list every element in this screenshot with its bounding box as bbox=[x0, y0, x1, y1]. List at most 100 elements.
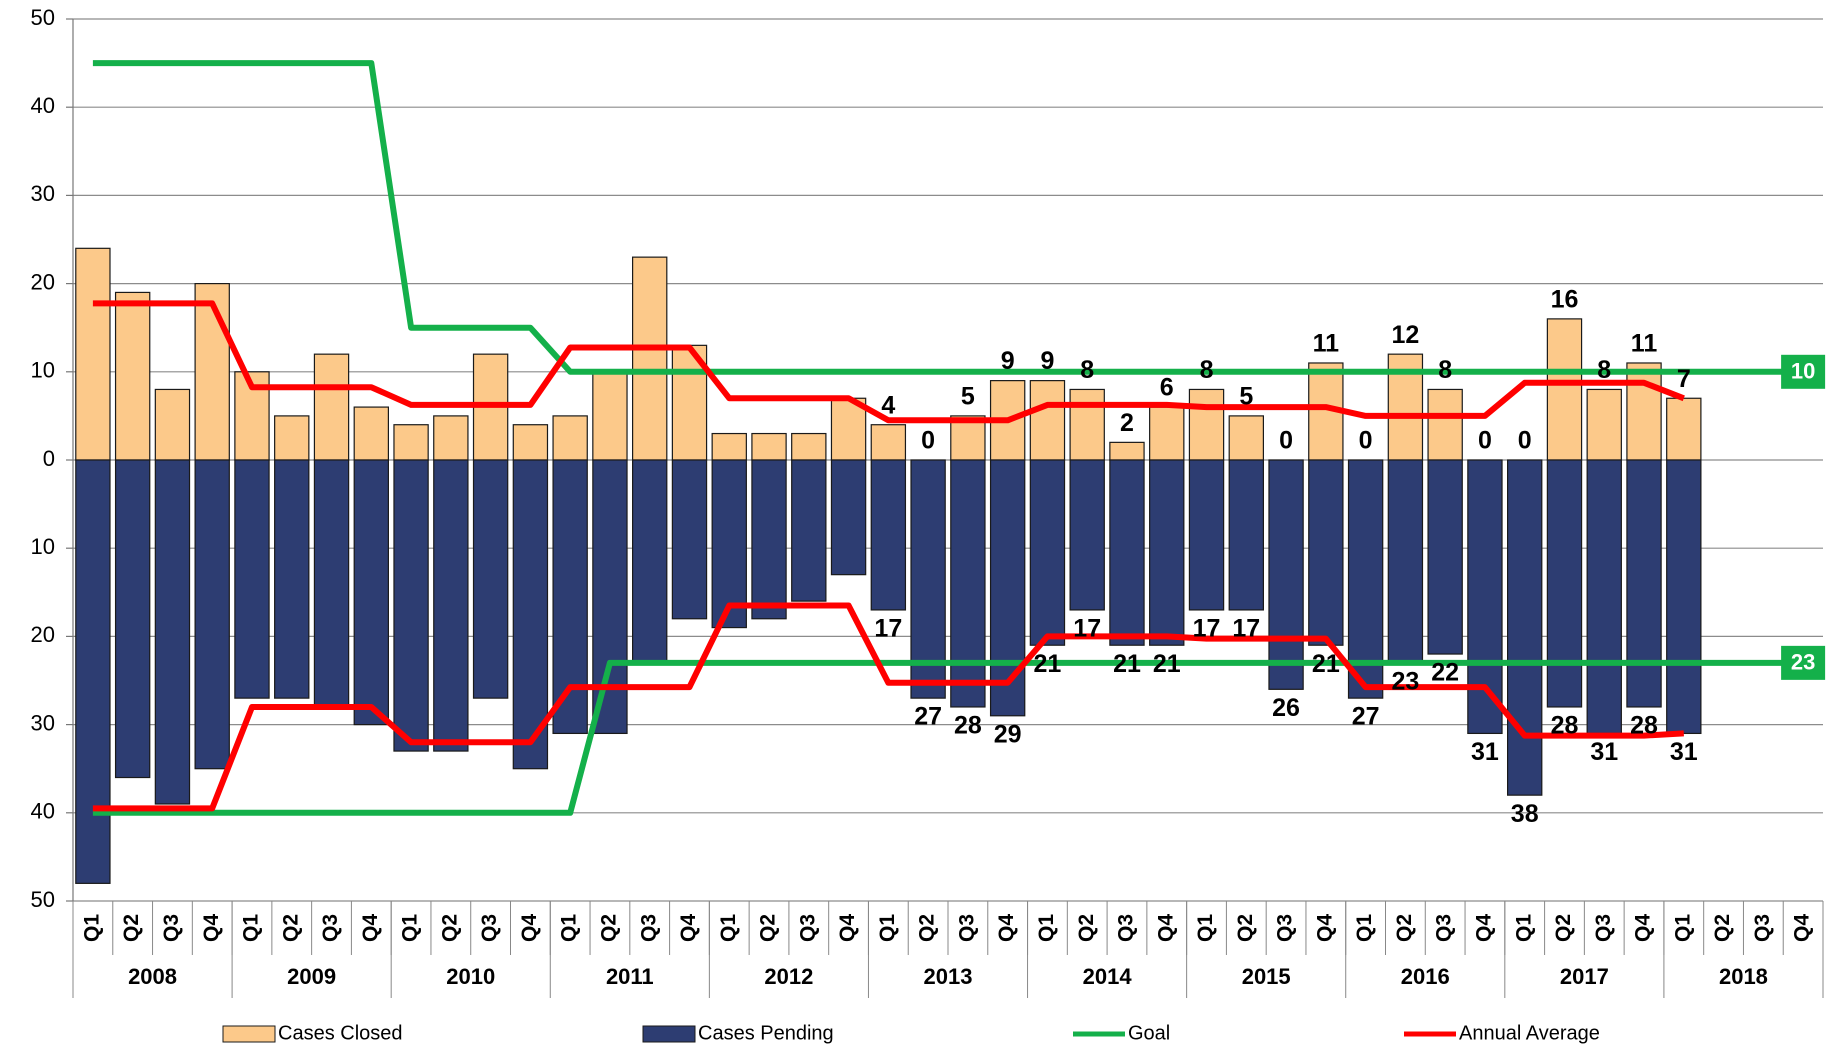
bar bbox=[1308, 459, 1344, 646]
year-label: 2014 bbox=[1083, 964, 1133, 989]
data-label: 21 bbox=[1312, 650, 1340, 678]
bar bbox=[472, 459, 509, 699]
x-tick-label: Q1 bbox=[1353, 914, 1376, 942]
data-label: 4 bbox=[881, 391, 895, 419]
y-tick-label: 40 bbox=[31, 799, 55, 824]
x-tick-label: Q2 bbox=[279, 914, 302, 942]
legend-label: Cases Closed bbox=[278, 1022, 403, 1044]
x-tick-label: Q2 bbox=[1711, 914, 1734, 942]
data-label: 8 bbox=[1597, 356, 1611, 384]
bar bbox=[114, 291, 151, 461]
x-tick-label: Q1 bbox=[1671, 914, 1694, 942]
x-tick-label: Q4 bbox=[1154, 914, 1177, 942]
bar bbox=[393, 459, 429, 752]
x-tick-label: Q1 bbox=[1035, 914, 1058, 942]
end-label-box bbox=[1781, 354, 1826, 389]
x-tick-label: Q4 bbox=[1313, 914, 1336, 942]
data-label: 2 bbox=[1120, 409, 1134, 437]
bar bbox=[791, 459, 827, 602]
bar bbox=[234, 459, 270, 699]
bar bbox=[989, 459, 1026, 717]
bar bbox=[1228, 415, 1264, 461]
data-label: 16 bbox=[1551, 285, 1579, 313]
data-label: 9 bbox=[1040, 347, 1054, 375]
x-tick-label: Q1 bbox=[1194, 914, 1217, 942]
bar bbox=[950, 459, 986, 708]
bar bbox=[1626, 459, 1662, 708]
x-tick-label: Q4 bbox=[359, 914, 382, 942]
x-tick-label: Q3 bbox=[796, 914, 819, 942]
bar bbox=[1188, 388, 1225, 461]
data-label: 11 bbox=[1313, 330, 1340, 358]
line bbox=[92, 659, 1804, 816]
x-tick-label: Q4 bbox=[677, 914, 700, 942]
bar bbox=[1666, 459, 1702, 735]
y-tick-label: 0 bbox=[43, 446, 55, 471]
x-tick-label: Q1 bbox=[1512, 914, 1535, 942]
bar bbox=[512, 424, 549, 461]
x-tick-label: Q3 bbox=[1592, 914, 1615, 942]
bar bbox=[1149, 406, 1185, 461]
bar bbox=[274, 459, 310, 699]
bar bbox=[1467, 459, 1503, 735]
data-label: 31 bbox=[1590, 738, 1618, 766]
y-tick-label: 20 bbox=[31, 269, 55, 294]
x-tick-label: Q3 bbox=[1274, 914, 1297, 942]
data-label: 38 bbox=[1511, 800, 1539, 828]
year-label: 2008 bbox=[128, 964, 177, 989]
bar bbox=[433, 459, 469, 752]
bar bbox=[1666, 397, 1702, 461]
x-tick-label: Q4 bbox=[1632, 914, 1655, 942]
y-tick-label: 30 bbox=[31, 181, 55, 206]
data-label: 0 bbox=[1359, 427, 1373, 455]
x-tick-label: Q1 bbox=[399, 914, 422, 942]
year-label: 2011 bbox=[606, 964, 654, 989]
year-label: 2009 bbox=[287, 964, 336, 989]
data-label: 28 bbox=[1551, 712, 1579, 740]
x-tick-label: Q2 bbox=[597, 914, 620, 942]
bar bbox=[433, 415, 469, 461]
bar bbox=[75, 247, 111, 461]
x-tick-label: Q3 bbox=[1751, 914, 1774, 942]
x-tick-label: Q3 bbox=[478, 914, 501, 942]
bar bbox=[1507, 459, 1543, 796]
data-label: 27 bbox=[1352, 703, 1380, 731]
x-tick-label: Q1 bbox=[558, 914, 581, 942]
bar bbox=[830, 459, 867, 576]
bar bbox=[393, 424, 429, 461]
bar bbox=[711, 432, 747, 461]
x-tick-label: Q3 bbox=[955, 914, 978, 942]
bar bbox=[274, 415, 310, 461]
x-tick-label: Q3 bbox=[1115, 914, 1138, 942]
bar bbox=[632, 256, 668, 461]
bar bbox=[870, 459, 907, 611]
data-label: 0 bbox=[921, 427, 935, 455]
data-label: 28 bbox=[1630, 712, 1658, 740]
year-label: 2015 bbox=[1242, 964, 1291, 989]
x-tick-label: Q3 bbox=[160, 914, 183, 942]
data-label: 8 bbox=[1080, 356, 1094, 384]
data-label: 8 bbox=[1438, 356, 1452, 384]
year-label: 2017 bbox=[1560, 964, 1609, 989]
year-label: 2018 bbox=[1719, 964, 1768, 989]
legend-swatch bbox=[642, 1025, 696, 1043]
bar bbox=[711, 459, 747, 629]
year-label: 2013 bbox=[924, 964, 973, 989]
x-tick-label: Q4 bbox=[1472, 914, 1495, 942]
bar bbox=[154, 459, 191, 805]
bar bbox=[512, 459, 549, 770]
bar bbox=[1427, 459, 1463, 655]
legend-label: Annual Average bbox=[1459, 1022, 1600, 1044]
data-label: 26 bbox=[1272, 694, 1300, 722]
end-label-box bbox=[1781, 645, 1826, 680]
legend-label: Cases Pending bbox=[698, 1022, 834, 1044]
x-tick-label: Q4 bbox=[200, 914, 223, 942]
x-tick-label: Q2 bbox=[438, 914, 461, 942]
bar bbox=[870, 424, 907, 461]
x-tick-label: Q3 bbox=[319, 914, 342, 942]
data-label: 7 bbox=[1677, 365, 1691, 393]
bar bbox=[353, 406, 389, 461]
y-tick-label: 20 bbox=[31, 622, 55, 647]
x-tick-label: Q4 bbox=[836, 914, 859, 942]
x-tick-label: Q4 bbox=[518, 914, 541, 942]
